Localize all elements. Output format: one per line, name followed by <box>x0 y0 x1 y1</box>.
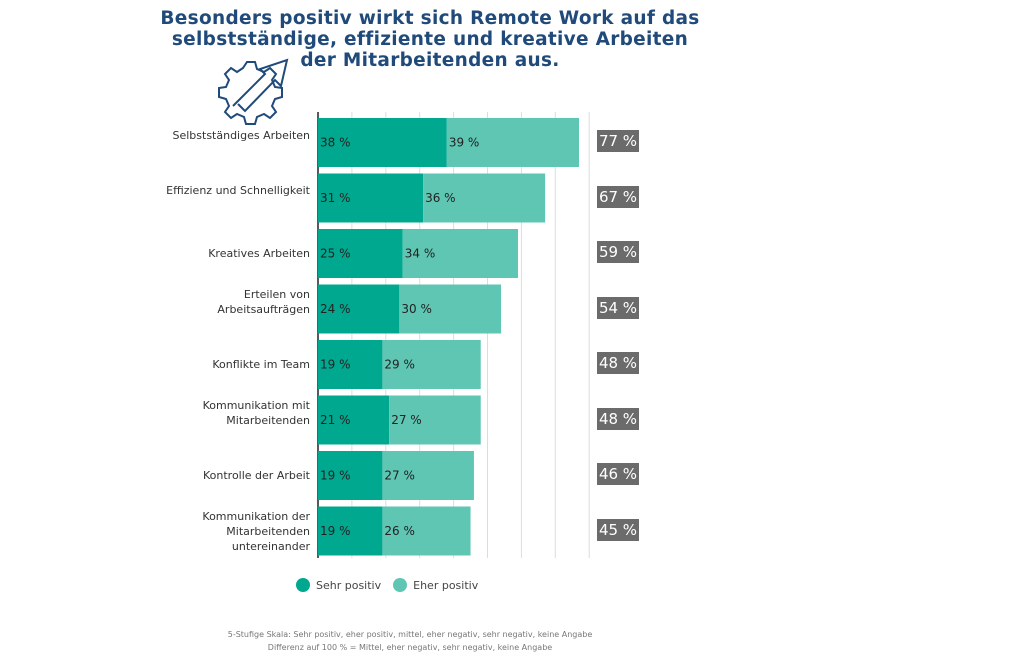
footnote: 5-Stufige Skala: Sehr positiv, eher posi… <box>200 628 620 654</box>
bar-eher-positiv <box>389 395 481 445</box>
total-badge: 67 % <box>597 185 639 208</box>
total-badge: 46 % <box>597 463 639 485</box>
category-label: Kreatives Arbeiten <box>208 246 310 260</box>
total-badge: 48 % <box>597 407 639 430</box>
category-label: Kommunikation der Mitarbeitenden unterei… <box>202 510 310 553</box>
bar-sehr-positiv <box>318 451 383 500</box>
bar-eher-positiv <box>446 118 580 167</box>
data-label: 39 % <box>449 136 480 150</box>
data-label: 27 % <box>391 413 422 427</box>
total-badge: 45 % <box>597 518 639 541</box>
category-label: Selbstständiges Arbeiten <box>172 128 310 142</box>
data-label: 24 % <box>320 302 351 316</box>
total-badge: 48 % <box>597 352 639 374</box>
data-label: 19 % <box>320 358 351 372</box>
data-label: 29 % <box>384 358 415 372</box>
bar-eher-positiv <box>382 340 481 389</box>
bar-eher-positiv <box>382 451 474 500</box>
category-label: Kontrolle der Arbeit <box>202 468 310 482</box>
bar-sehr-positiv <box>318 118 447 167</box>
total-badge: 77 % <box>597 130 639 152</box>
legend-swatch-sehr-positiv <box>296 578 310 592</box>
bar-sehr-positiv <box>318 340 383 389</box>
legend: Sehr positiv Eher positiv <box>296 578 478 592</box>
bar-sehr-positiv <box>318 284 400 334</box>
category-label: Kommunikation mit Mitarbeitenden <box>202 399 310 427</box>
legend-swatch-eher-positiv <box>393 578 408 592</box>
gear-arrow-icon <box>218 58 289 125</box>
chart-title: Besonders positiv wirkt sich Remote Work… <box>160 8 700 71</box>
data-label: 19 % <box>320 524 351 538</box>
data-label: 36 % <box>425 191 456 205</box>
bar-eher-positiv <box>402 229 519 278</box>
total-badge: 54 % <box>597 296 639 319</box>
data-label: 25 % <box>320 247 351 261</box>
footnote-line: 5-Stufige Skala: Sehr positiv, eher posi… <box>227 630 593 639</box>
total-badge: 59 % <box>597 241 639 263</box>
category-label: Konflikte im Team <box>212 357 310 371</box>
bar-eher-positiv <box>382 506 471 556</box>
bar-eher-positiv <box>423 173 546 223</box>
data-label: 34 % <box>405 247 436 261</box>
bar-sehr-positiv <box>318 506 383 556</box>
data-label: 31 % <box>320 191 351 205</box>
category-label: Effizienz und Schnelligkeit <box>166 184 310 197</box>
legend-label: Eher positiv <box>413 578 479 592</box>
bar-eher-positiv <box>399 284 502 334</box>
legend-label: Sehr positiv <box>316 578 382 592</box>
data-label: 26 % <box>384 524 415 538</box>
bar-sehr-positiv <box>318 173 424 223</box>
data-label: 38 % <box>320 136 351 150</box>
bar-sehr-positiv <box>318 395 390 445</box>
data-label: 19 % <box>320 469 351 483</box>
category-label: Erteilen von Arbeitsaufträgen <box>217 288 310 316</box>
data-label: 27 % <box>384 469 415 483</box>
footnote-line: Differenz auf 100 % = Mittel, eher negat… <box>267 643 553 652</box>
data-label: 21 % <box>320 413 351 427</box>
data-label: 30 % <box>401 302 432 316</box>
bar-sehr-positiv <box>318 229 403 278</box>
